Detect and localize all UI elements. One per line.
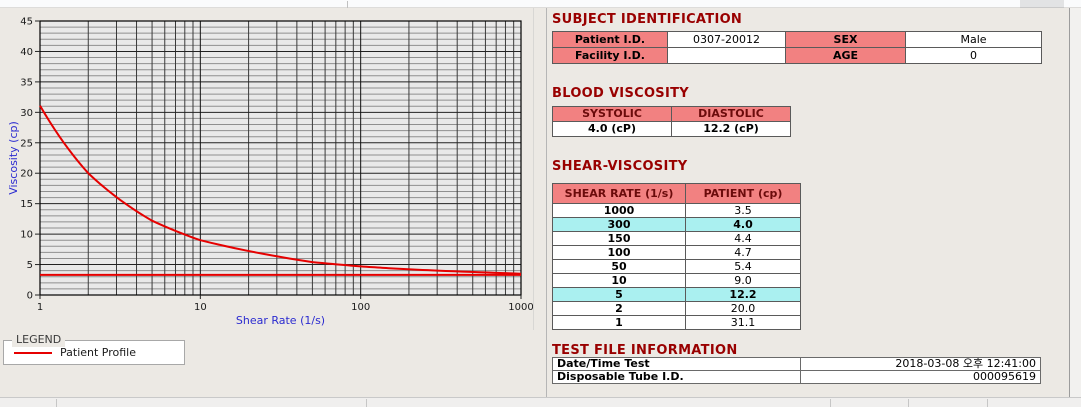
patient-cp-header: PATIENT (cp) bbox=[685, 183, 801, 204]
right-edge-strip bbox=[1070, 8, 1081, 397]
svg-text:20: 20 bbox=[20, 169, 33, 180]
systolic-header: SYSTOLIC bbox=[552, 106, 672, 122]
patient-cp-cell: 4.0 bbox=[685, 217, 801, 232]
top-strip bbox=[0, 0, 1081, 8]
facility-id-label: Facility I.D. bbox=[552, 47, 668, 64]
svg-text:10: 10 bbox=[194, 302, 207, 313]
report-panel-left-border bbox=[546, 8, 547, 397]
test-file-information-title: TEST FILE INFORMATION bbox=[552, 343, 738, 358]
shear-viscosity-chart: 0 5 10 15 20 25 30 35 40 45 1 10 100 1000 Shear Rate (… bbox=[7, 8, 540, 330]
report-panel-right-border bbox=[1069, 8, 1070, 397]
shear-rate-cell: 100 bbox=[552, 245, 686, 260]
shear-rate-cell: 5 bbox=[552, 287, 686, 302]
shear-rate-cell: 150 bbox=[552, 231, 686, 246]
status-bar-divider bbox=[830, 399, 831, 407]
date-time-test-value: 2018-03-08 오후 12:41:00 bbox=[800, 357, 1041, 371]
table-row: SYSTOLIC DIASTOLIC bbox=[552, 106, 791, 122]
table-row: Date/Time Test 2018-03-08 오후 12:41:00 bbox=[552, 357, 1041, 371]
shear-rate-header: SHEAR RATE (1/s) bbox=[552, 183, 686, 204]
patient-id-value: 0307-20012 bbox=[667, 31, 786, 48]
diastolic-header: DIASTOLIC bbox=[671, 106, 791, 122]
status-bar-divider bbox=[908, 399, 909, 407]
status-bar-divider bbox=[56, 399, 57, 407]
status-bar-divider bbox=[366, 399, 367, 407]
table-row: 1 31.1 bbox=[552, 315, 801, 330]
svg-text:1000: 1000 bbox=[508, 302, 533, 313]
svg-text:1: 1 bbox=[37, 302, 43, 313]
table-row: Facility I.D. AGE 0 bbox=[552, 47, 1042, 64]
legend-caption: LEGEND bbox=[12, 333, 66, 347]
patient-cp-cell: 4.4 bbox=[685, 231, 801, 246]
table-row: 4.0 (cP) 12.2 (cP) bbox=[552, 121, 791, 137]
shear-rate-cell: 50 bbox=[552, 259, 686, 274]
test-file-information-table: Date/Time Test 2018-03-08 오후 12:41:00 Di… bbox=[552, 357, 1041, 384]
svg-text:25: 25 bbox=[20, 138, 33, 149]
patient-id-label: Patient I.D. bbox=[552, 31, 668, 48]
shear-viscosity-table: SHEAR RATE (1/s) PATIENT (cp) 1000 3.5 30… bbox=[552, 183, 801, 330]
svg-text:Viscosity (cp): Viscosity (cp) bbox=[8, 121, 20, 195]
status-bar-divider bbox=[987, 399, 988, 407]
chart-canvas: 0 5 10 15 20 25 30 35 40 45 1 10 100 1000 Shear Rate (… bbox=[7, 17, 534, 328]
chart-panel-right-shadow bbox=[533, 8, 534, 330]
svg-text:35: 35 bbox=[20, 77, 33, 88]
patient-cp-cell: 4.7 bbox=[685, 245, 801, 260]
patient-cp-cell: 31.1 bbox=[685, 315, 801, 330]
shear-rate-cell: 10 bbox=[552, 273, 686, 288]
facility-id-value bbox=[667, 47, 786, 64]
age-label: AGE bbox=[785, 47, 906, 64]
sex-label: SEX bbox=[785, 31, 906, 48]
svg-text:15: 15 bbox=[20, 199, 33, 210]
svg-text:10: 10 bbox=[20, 230, 33, 241]
table-row: 300 4.0 bbox=[552, 217, 801, 232]
svg-text:100: 100 bbox=[351, 302, 370, 313]
table-row: Disposable Tube I.D. 000095619 bbox=[552, 370, 1041, 384]
subject-identification-table: Patient I.D. 0307-20012 SEX Male Facilit… bbox=[552, 31, 1042, 64]
disposable-tube-id-value: 000095619 bbox=[800, 370, 1041, 384]
svg-text:45: 45 bbox=[20, 17, 33, 28]
disposable-tube-id-label: Disposable Tube I.D. bbox=[552, 370, 801, 384]
legend-groupbox: LEGEND Patient Profile bbox=[3, 333, 185, 365]
table-row: Patient I.D. 0307-20012 SEX Male bbox=[552, 31, 1042, 48]
legend-entry-patient-profile: Patient Profile bbox=[60, 346, 137, 359]
svg-text:Shear Rate (1/s): Shear Rate (1/s) bbox=[236, 314, 325, 327]
shear-rate-cell: 2 bbox=[552, 301, 686, 316]
table-row: 150 4.4 bbox=[552, 231, 801, 246]
systolic-value: 4.0 (cP) bbox=[552, 121, 672, 137]
sex-value: Male bbox=[905, 31, 1042, 48]
top-strip-notch bbox=[347, 1, 348, 8]
blood-viscosity-table: SYSTOLIC DIASTOLIC 4.0 (cP) 12.2 (cP) bbox=[552, 106, 791, 137]
patient-profile-line-swatch bbox=[14, 351, 52, 354]
subject-identification-title: SUBJECT IDENTIFICATION bbox=[552, 12, 743, 27]
top-right-tab-edge bbox=[1020, 0, 1064, 8]
shear-rate-cell: 1000 bbox=[552, 203, 686, 218]
shear-rate-cell: 300 bbox=[552, 217, 686, 232]
svg-text:0: 0 bbox=[27, 291, 33, 302]
shear-viscosity-title: SHEAR-VISCOSITY bbox=[552, 159, 688, 174]
patient-cp-cell: 9.0 bbox=[685, 273, 801, 288]
table-row: 100 4.7 bbox=[552, 245, 801, 260]
patient-cp-cell: 20.0 bbox=[685, 301, 801, 316]
patient-cp-cell: 3.5 bbox=[685, 203, 801, 218]
table-row: 5 12.2 bbox=[552, 287, 801, 302]
status-bar bbox=[0, 397, 1081, 407]
svg-text:5: 5 bbox=[27, 260, 33, 271]
shear-rate-cell: 1 bbox=[552, 315, 686, 330]
patient-cp-cell: 12.2 bbox=[685, 287, 801, 302]
patient-cp-cell: 5.4 bbox=[685, 259, 801, 274]
diastolic-value: 12.2 (cP) bbox=[671, 121, 791, 137]
table-row: 10 9.0 bbox=[552, 273, 801, 288]
svg-text:30: 30 bbox=[20, 108, 33, 119]
table-row: 1000 3.5 bbox=[552, 203, 801, 218]
table-header-row: SHEAR RATE (1/s) PATIENT (cp) bbox=[552, 183, 801, 204]
date-time-test-label: Date/Time Test bbox=[552, 357, 801, 371]
age-value: 0 bbox=[905, 47, 1042, 64]
svg-text:40: 40 bbox=[20, 47, 33, 58]
table-row: 2 20.0 bbox=[552, 301, 801, 316]
blood-viscosity-title: BLOOD VISCOSITY bbox=[552, 86, 689, 101]
table-row: 50 5.4 bbox=[552, 259, 801, 274]
